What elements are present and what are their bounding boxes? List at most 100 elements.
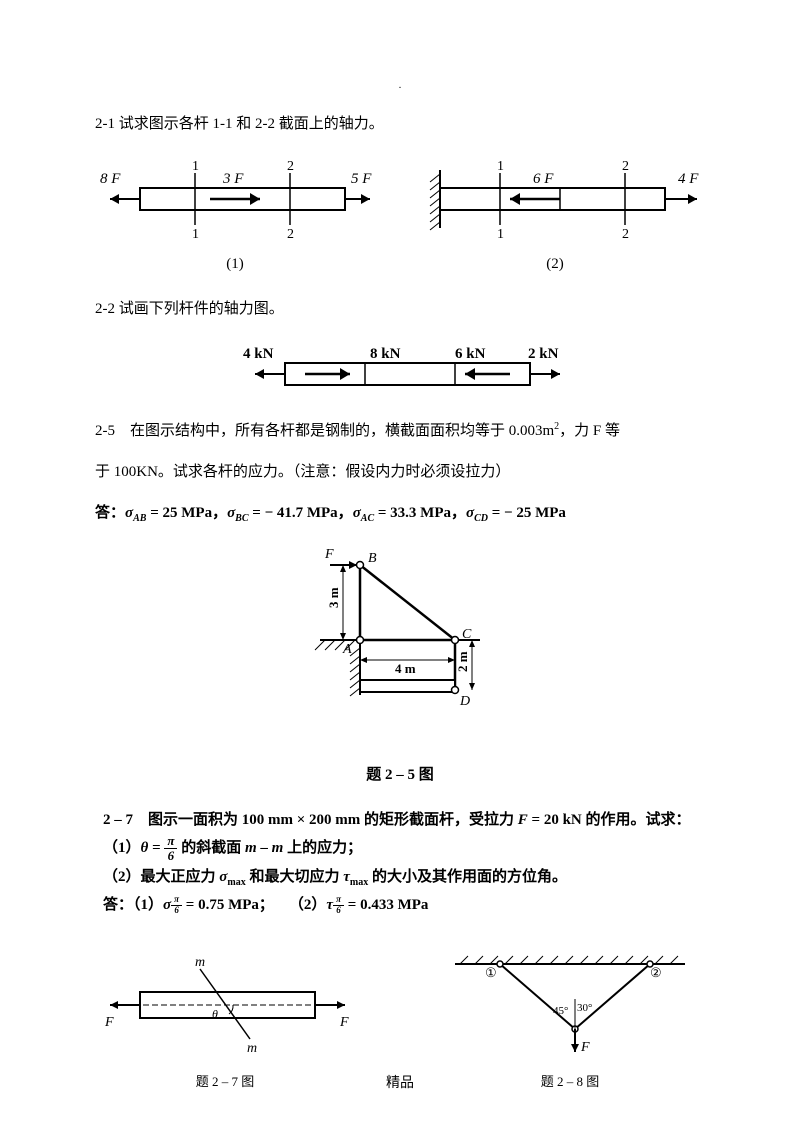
svg-text:2: 2 [287,227,294,242]
svg-text:2 m: 2 m [455,651,470,672]
problem-2-2: 2-2 试画下列杆件的轴力图。 4 kN 8 kN 6 kN 2 kN [95,296,705,400]
problem-2-7: 2 – 7 图示一面积为 100 mm × 200 mm 的矩形截面杆，受拉力 … [95,807,705,1093]
svg-text:D: D [459,694,470,709]
p27-q2t: τ [343,869,350,885]
figure-2-5-caption: 题 2 – 5 图 [95,762,705,789]
p27-a1f: π6 [171,895,182,916]
p27-q1a: （1） [103,840,141,856]
figure-2-1-1: 8 F 3 F 5 F 1 1 2 2 (1) [95,150,375,278]
page-footer: 精品 [0,1072,800,1092]
svg-text:3 F: 3 F [222,171,244,187]
ans-prefix: 答： [95,505,125,521]
p27-a1s: σ [163,897,171,913]
svg-text:5 F: 5 F [351,171,372,187]
svg-text:3 m: 3 m [326,587,341,608]
svg-text:1: 1 [192,227,199,242]
p27-q2ts: max [350,877,368,888]
sAC-v: = 33.3 MPa， [374,505,466,521]
p27-q1c: 上的应力； [283,840,362,856]
svg-text:2 kN: 2 kN [528,346,559,362]
svg-text:8 F: 8 F [100,171,121,187]
bar-diagram-1-icon: 8 F 3 F 5 F 1 1 2 2 [95,150,375,245]
svg-text:2: 2 [622,227,629,242]
svg-text:②: ② [650,965,662,980]
p27-ap: 答：（1） [103,897,163,913]
p27-a2p: （2） [274,897,327,913]
svg-text:F: F [104,1015,114,1030]
p27-q2ss: max [227,877,245,888]
p2-5-t1a: 2-5 在图示结构中，所有各杆都是钢制的，横截面面积均等于 0.003m [95,423,554,439]
sAB-s: AB [133,513,146,524]
p27-q2c: 的大小及其作用面的方位角。 [368,869,567,885]
svg-text:m: m [247,1041,257,1056]
figure-2-7-row: m m θ F F 题 2 – 7 图 [95,944,705,1093]
figure-2-7: m m θ F F 题 2 – 7 图 [95,944,355,1093]
svg-text:2: 2 [622,159,629,174]
p27-q2a: （2）最大正应力 [103,869,219,885]
sAC-s: AC [361,513,374,524]
p27-l1a: 2 – 7 图示一面积为 100 mm × 200 mm 的矩形截面杆，受拉力 [103,812,518,828]
svg-text:8 kN: 8 kN [370,346,401,362]
p27-q1b: 的斜截面 [177,840,245,856]
figure-2-1-2-caption: (2) [405,251,705,278]
p27-den: 6 [164,849,177,863]
sCD-l: σ [466,505,474,521]
sBC-s: BC [235,513,248,524]
svg-text:F: F [324,547,334,562]
svg-text:F: F [580,1040,590,1055]
figure-2-1-row: 8 F 3 F 5 F 1 1 2 2 (1) [95,150,705,278]
svg-text:30°: 30° [577,1002,592,1014]
figure-2-1-1-caption: (1) [95,251,375,278]
svg-text:A: A [342,642,352,657]
svg-text:4 F: 4 F [678,171,699,187]
svg-text:1: 1 [497,227,504,242]
p27-a2d: 6 [333,906,344,916]
p27-dash: – [257,840,272,856]
svg-text:4 m: 4 m [395,661,416,676]
svg-text:m: m [195,955,205,970]
sAB-v: = 25 MPa， [146,505,227,521]
p27-eq: = [148,840,164,856]
p27-a1v: = 0.75 MPa； [182,897,274,913]
p27-num: π [164,834,177,849]
svg-text:4 kN: 4 kN [243,346,274,362]
svg-text:C: C [462,627,472,642]
inclined-section-icon: m m θ F F [95,944,355,1064]
problem-2-1-text: 2-1 试求图示各杆 1-1 和 2-2 截面上的轴力。 [95,111,705,138]
p2-7-q2: （2）最大正应力 σmax 和最大切应力 τmax 的大小及其作用面的方位角。 [95,864,705,892]
p27-q2b: 和最大切应力 [246,869,344,885]
svg-text:B: B [368,551,377,566]
problem-2-5-text2: 于 100KN。试求各杆的应力。（注意：假设内力时必须设拉力） [95,459,705,486]
p27-l1b: F [518,812,528,828]
svg-text:F: F [339,1015,349,1030]
problem-2-5-text1: 2-5 在图示结构中，所有各杆都是钢制的，横截面面积均等于 0.003m2，力 … [95,418,705,445]
svg-text:①: ① [485,965,497,980]
svg-text:6 F: 6 F [533,171,554,187]
p2-5-t1b: ，力 F 等 [559,423,620,439]
p27-a2v: = 0.433 MPa [344,897,428,913]
sCD-v: = − 25 MPa [488,505,566,521]
figure-2-5: F B A C D 3 m 4 m 2 m [95,540,705,750]
svg-text:1: 1 [192,159,199,174]
sBC-l: σ [227,505,235,521]
problem-2-2-text: 2-2 试画下列杆件的轴力图。 [95,296,705,323]
p27-m1: m [245,840,257,856]
sAC-l: σ [353,505,361,521]
sCD-s: CD [474,513,488,524]
sBC-v: = − 41.7 MPa， [249,505,353,521]
bar-diagram-2-icon: 6 F 4 F 1 1 2 2 [405,150,705,245]
p2-7-q1: （1）θ = π6 的斜截面 m – m 上的应力； [95,834,705,864]
truss-diagram-icon: F B A C D 3 m 4 m 2 m [270,540,530,750]
svg-text:1: 1 [497,159,504,174]
figure-2-8: ① ② 45° 30° F 题 2 – 8 图 [435,944,705,1093]
svg-text:45°: 45° [553,1005,568,1017]
p27-a1d: 6 [171,906,182,916]
p27-m2: m [272,840,284,856]
figure-2-1-2: 6 F 4 F 1 1 2 2 (2) [405,150,705,278]
svg-text:θ: θ [212,1007,218,1021]
p27-l1c: = 20 kN 的作用。试求： [528,812,691,828]
triangle-truss-icon: ① ② 45° 30° F [435,944,705,1064]
bar-diagram-3-icon: 4 kN 8 kN 6 kN 2 kN [230,335,570,400]
svg-text:6 kN: 6 kN [455,346,486,362]
p27-a2f: π6 [333,895,344,916]
